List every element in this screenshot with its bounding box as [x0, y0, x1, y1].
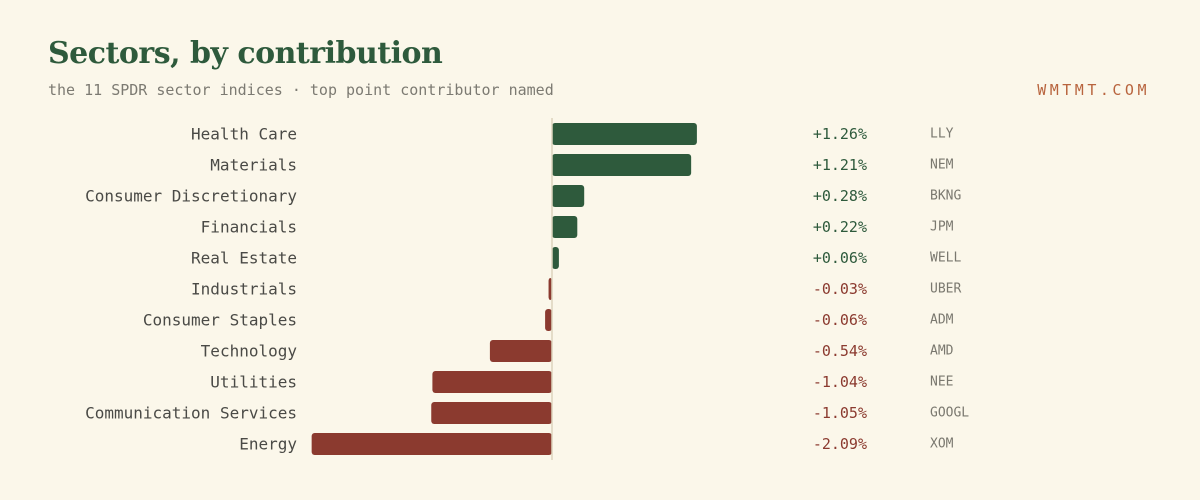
category-label: Consumer Staples: [143, 311, 297, 330]
value-label: -0.03%: [813, 280, 867, 298]
chart-subtitle: the 11 SPDR sector indices · top point c…: [48, 81, 554, 99]
ticker-label: UBER: [930, 282, 961, 297]
brand-link[interactable]: WMTMT.COM: [1037, 81, 1150, 99]
bar: [311, 433, 552, 455]
value-label: -0.06%: [813, 311, 867, 329]
value-label: -2.09%: [813, 435, 867, 453]
ticker-label: WELL: [930, 251, 961, 266]
ticker-label: NEE: [930, 375, 953, 390]
category-label: Financials: [201, 218, 297, 237]
bar: [552, 247, 559, 269]
category-label: Energy: [239, 435, 297, 454]
category-label: Technology: [201, 342, 298, 361]
bar: [552, 154, 692, 176]
chart-title: Sectors, by contribution: [48, 36, 443, 71]
value-label: +0.28%: [813, 187, 867, 205]
category-label: Communication Services: [85, 404, 297, 423]
ticker-label: BKNG: [930, 189, 961, 204]
bar: [552, 216, 578, 238]
ticker-label: AMD: [930, 344, 954, 359]
ticker-label: XOM: [930, 437, 954, 452]
ticker-label: NEM: [930, 158, 954, 173]
value-label: -1.04%: [813, 373, 867, 391]
ticker-label: GOOGL: [930, 406, 969, 421]
category-label: Utilities: [210, 373, 297, 392]
bar: [552, 185, 585, 207]
bar: [432, 371, 552, 393]
bar: [552, 123, 697, 145]
bar: [548, 278, 552, 300]
ticker-label: JPM: [930, 220, 954, 235]
value-label: +0.22%: [813, 218, 867, 236]
value-label: -1.05%: [813, 404, 867, 422]
bar: [431, 402, 552, 424]
value-label: -0.54%: [813, 342, 867, 360]
value-label: +1.26%: [813, 125, 867, 143]
category-label: Materials: [210, 156, 297, 175]
category-label: Real Estate: [191, 249, 297, 268]
value-label: +1.21%: [813, 156, 867, 174]
bar: [489, 340, 552, 362]
bar: [545, 309, 552, 331]
ticker-label: ADM: [930, 313, 954, 328]
ticker-label: LLY: [930, 127, 954, 142]
category-label: Health Care: [191, 125, 297, 144]
value-label: +0.06%: [813, 249, 867, 267]
category-label: Consumer Discretionary: [85, 187, 297, 206]
category-label: Industrials: [191, 280, 297, 299]
